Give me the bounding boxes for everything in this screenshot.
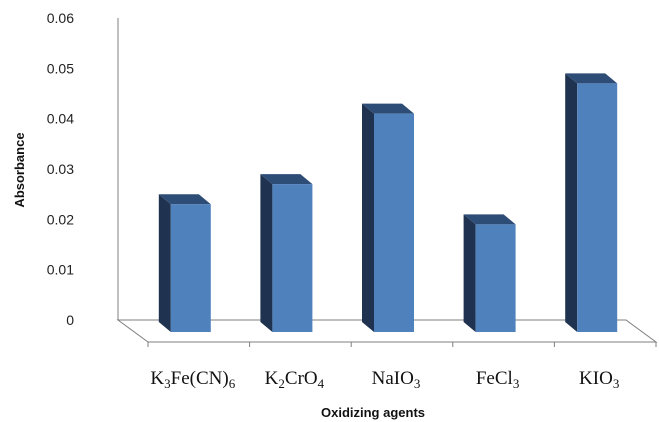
y-tick-label: 0.02 bbox=[47, 211, 74, 227]
bar-side-face bbox=[565, 73, 578, 332]
x-category-label: NaIO3 bbox=[372, 368, 421, 391]
bar-5 bbox=[565, 73, 618, 332]
bar-3 bbox=[362, 103, 414, 332]
bar-front-face bbox=[374, 113, 414, 332]
bar-4 bbox=[463, 214, 516, 332]
bar-side-face bbox=[158, 194, 171, 332]
x-category-label: KIO3 bbox=[579, 368, 619, 391]
bar-top-face bbox=[463, 214, 516, 225]
x-axis-title: Oxidizing agents bbox=[321, 405, 425, 420]
y-tick-label: 0 bbox=[66, 312, 74, 328]
bar-front-face bbox=[577, 83, 618, 332]
y-axis-title: Absorbance bbox=[12, 132, 27, 207]
y-tick-label: 0.06 bbox=[47, 10, 74, 26]
x-category-labels: K3Fe(CN)6 K2CrO4 NaIO3 FeCl3 KIO3 bbox=[150, 368, 619, 391]
y-tick-label: 0.04 bbox=[47, 111, 74, 127]
bar-1 bbox=[158, 194, 211, 332]
bar-front-face bbox=[272, 184, 313, 332]
x-category-label: K3Fe(CN)6 bbox=[150, 368, 235, 391]
y-tick-label: 0.01 bbox=[47, 262, 74, 278]
x-category-label: FeCl3 bbox=[476, 368, 519, 391]
bar-top-face bbox=[260, 174, 313, 185]
x-category-label: K2CrO4 bbox=[265, 368, 325, 391]
bar-side-face bbox=[362, 103, 374, 332]
y-tick-label: 0.03 bbox=[47, 161, 74, 177]
y-tick-labels: 0 0.01 0.02 0.03 0.04 0.05 0.06 bbox=[47, 10, 74, 328]
y-tick-label: 0.05 bbox=[47, 60, 74, 76]
bar-top-face bbox=[565, 73, 618, 84]
bar-2 bbox=[260, 174, 313, 332]
bar-side-face bbox=[463, 214, 476, 332]
bar-side-face bbox=[260, 174, 273, 332]
bar-front-face bbox=[170, 204, 211, 332]
chart-axes bbox=[116, 18, 658, 347]
bar-top-face bbox=[362, 103, 414, 114]
chart-bars bbox=[158, 73, 618, 332]
bar-front-face bbox=[475, 224, 516, 332]
bar-top-face bbox=[158, 194, 211, 205]
